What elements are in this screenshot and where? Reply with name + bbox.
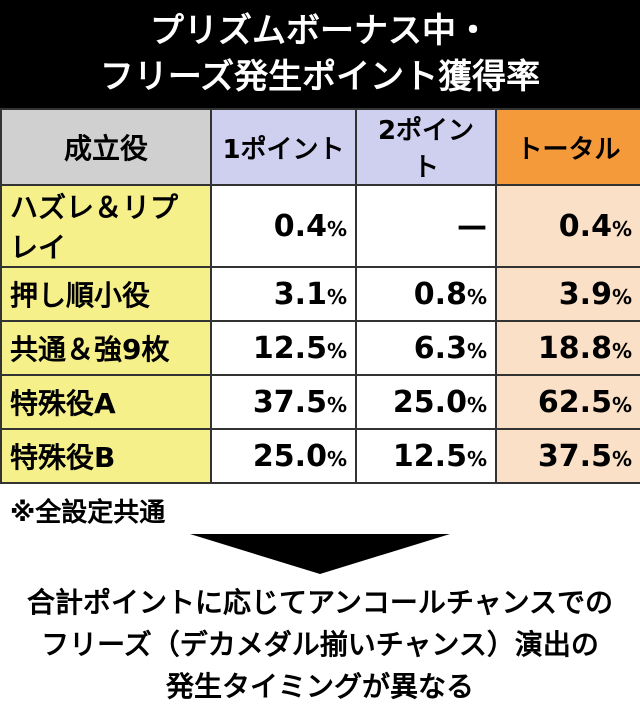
header-row: 成立役 1ポイント 2ポイント トータル	[0, 108, 640, 186]
cell-value: 0.4	[273, 208, 327, 244]
title-line: フリーズ発生ポイント獲得率	[99, 57, 541, 97]
cell: 25.0%	[355, 374, 497, 430]
column-header: 2ポイント	[355, 108, 497, 186]
row-label: 共通＆強9枚	[0, 320, 212, 376]
footer-line: フリーズ（デカメダル揃いチャンス）演出の	[41, 628, 599, 661]
column-header: 成立役	[0, 108, 212, 186]
cell-unit: %	[326, 392, 347, 417]
footer-line: 発生タイミングが異なる	[165, 670, 474, 703]
cell-unit: %	[611, 392, 632, 417]
cell-unit: %	[326, 284, 347, 309]
table-row: 特殊役B 25.0% 12.5% 37.5%	[0, 428, 640, 484]
table-row: 押し順小役 3.1% 0.8% 3.9%	[0, 266, 640, 322]
table: 成立役 1ポイント 2ポイント トータル ハズレ＆リプレイ 0.4% —0.4% 押し順小役…	[0, 108, 640, 484]
row-label: ハズレ＆リプレイ	[0, 184, 212, 268]
cell: 62.5%	[495, 374, 640, 430]
cell: 0.4%	[495, 184, 640, 268]
cell-unit: %	[326, 216, 347, 241]
cell-unit: %	[611, 338, 632, 363]
cell: 3.9%	[495, 266, 640, 322]
cell-value: 6.3	[413, 330, 467, 366]
cell-unit: %	[466, 392, 487, 417]
row-label: 特殊役B	[0, 428, 212, 484]
header: プリズムボーナス中・ フリーズ発生ポイント獲得率	[0, 0, 640, 108]
cell: 3.1%	[210, 266, 357, 322]
cell-unit: %	[611, 284, 632, 309]
cell: 6.3%	[355, 320, 497, 376]
table-row: ハズレ＆リプレイ 0.4% —0.4%	[0, 184, 640, 268]
row-label: 特殊役A	[0, 374, 212, 430]
footer-line: 合計ポイントに応じてアンコールチャンスでの	[26, 586, 614, 619]
cell-value: 62.5	[537, 384, 612, 420]
cell: 25.0%	[210, 428, 357, 484]
cell-value: 37.5	[252, 384, 327, 420]
cell: 37.5%	[210, 374, 357, 430]
cell: 12.5%	[355, 428, 497, 484]
cell-unit: %	[326, 446, 347, 471]
cell-unit: %	[326, 338, 347, 363]
cell: 0.8%	[355, 266, 497, 322]
cell-unit: %	[466, 284, 487, 309]
cell: 0.4%	[210, 184, 357, 268]
cell-value: 3.1	[273, 276, 327, 312]
cell: —	[355, 184, 497, 268]
table-row: 特殊役A 37.5% 25.0% 62.5%	[0, 374, 640, 430]
row-label: 押し順小役	[0, 266, 212, 322]
cell-value: —	[457, 208, 487, 244]
cell: 12.5%	[210, 320, 357, 376]
cell: 37.5%	[495, 428, 640, 484]
cell-unit: %	[611, 446, 632, 471]
column-header: 1ポイント	[210, 108, 357, 186]
cell-value: 25.0	[392, 384, 467, 420]
table-row: 共通＆強9枚 12.5% 6.3% 18.8%	[0, 320, 640, 376]
cell-unit: %	[466, 338, 487, 363]
cell-value: 3.9	[558, 276, 612, 312]
note: ※全設定共通	[10, 498, 166, 528]
title-line: プリズムボーナス中・	[150, 11, 490, 51]
arrow	[190, 534, 450, 574]
cell-unit: %	[611, 216, 632, 241]
cell-unit: %	[466, 446, 487, 471]
cell-value: 0.4	[558, 208, 612, 244]
cell-value: 18.8	[537, 330, 612, 366]
cell-value: 12.5	[392, 438, 467, 474]
cell: 18.8%	[495, 320, 640, 376]
cell-value: 25.0	[252, 438, 327, 474]
table-body: ハズレ＆リプレイ 0.4% —0.4% 押し順小役 3.1% 0.8% 3.9% 共通＆強9枚…	[0, 184, 640, 484]
cell-value: 0.8	[413, 276, 467, 312]
column-header: トータル	[495, 108, 640, 186]
cell-value: 12.5	[252, 330, 327, 366]
cell-value: 37.5	[537, 438, 612, 474]
footer: 合計ポイントに応じてアンコールチャンスでの フリーズ（デカメダル揃いチャンス）演…	[0, 582, 640, 708]
